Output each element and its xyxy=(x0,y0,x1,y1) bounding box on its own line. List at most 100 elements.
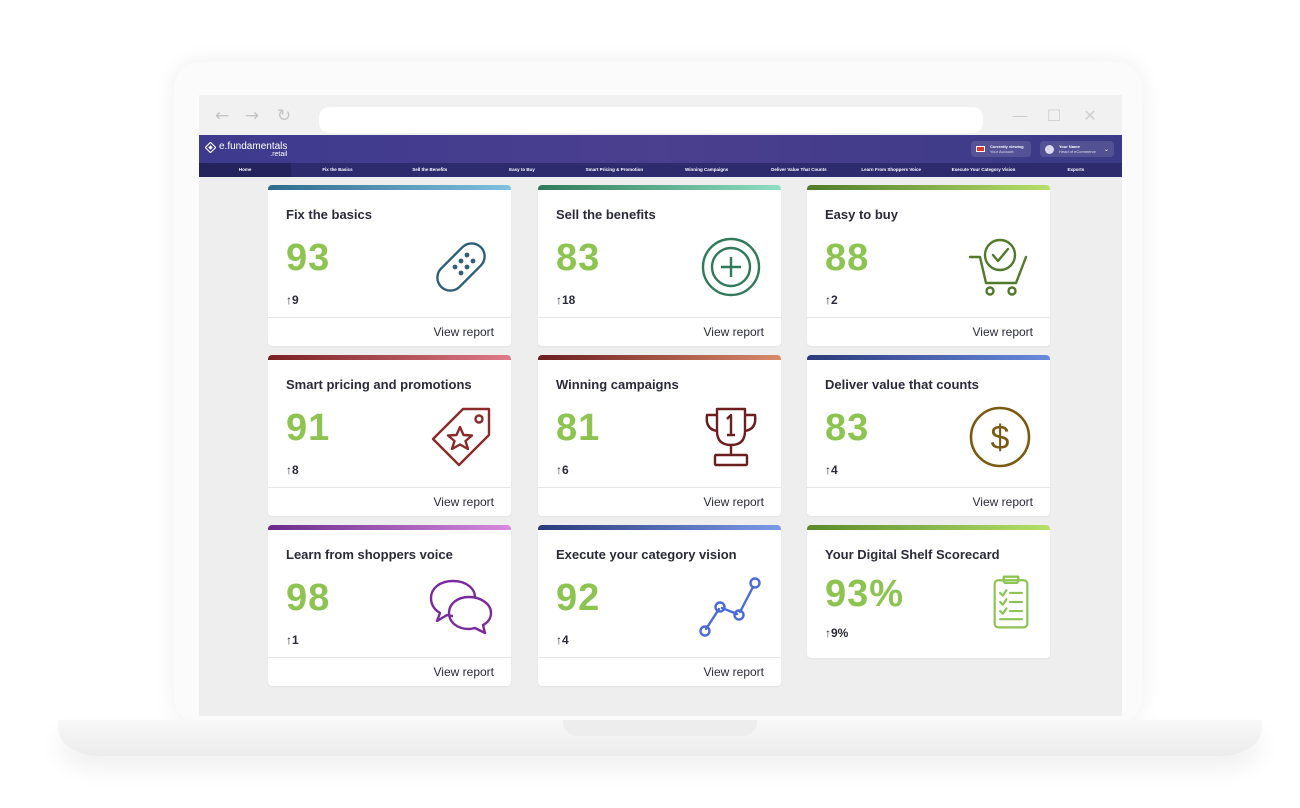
card-fix-the-basics[interactable]: Fix the basics 93 ↑9 View report xyxy=(268,185,511,346)
nav-item-sell-the-benefits[interactable]: Sell the Benefits xyxy=(412,167,448,172)
card-score: 92 xyxy=(556,577,601,619)
plus-circle-icon xyxy=(701,237,761,297)
view-report-link[interactable]: View report xyxy=(972,495,1033,509)
card-sell-the-benefits[interactable]: Sell the benefits 83 ↑18 View report xyxy=(538,185,781,346)
nav-item-easy-to-buy[interactable]: Easy to Buy xyxy=(509,167,535,172)
logo[interactable]: e.fundamentals .retail xyxy=(205,142,287,158)
card-score: 93 xyxy=(286,237,331,279)
card-delta: ↑8 xyxy=(286,463,299,477)
card-title: Sell the benefits xyxy=(556,207,656,222)
arrow-up-icon: ↑ xyxy=(556,463,562,477)
bandage-icon xyxy=(436,242,486,292)
card-footer: View report xyxy=(268,317,511,346)
card-delta: ↑18 xyxy=(556,293,576,307)
user-name: Your Name xyxy=(1059,144,1080,149)
card-deliver-value[interactable]: Deliver value that counts 83 ↑4 $ View r… xyxy=(807,355,1050,516)
nav-item-shoppers-voice[interactable]: Learn From Shoppers Voice xyxy=(861,167,922,172)
card-score: 83 xyxy=(556,237,601,279)
card-title: Your Digital Shelf Scorecard xyxy=(825,547,1000,562)
card-category-vision[interactable]: Execute your category vision 92 ↑4 View … xyxy=(538,525,781,686)
view-report-link[interactable]: View report xyxy=(703,325,764,339)
chevron-down-icon[interactable]: ⌄ xyxy=(1103,145,1109,153)
card-accent-bar xyxy=(807,525,1050,530)
card-accent-bar xyxy=(268,355,511,360)
logo-mark-icon xyxy=(205,142,216,153)
card-score: 91 xyxy=(286,407,331,449)
view-report-link[interactable]: View report xyxy=(972,325,1033,339)
maximize-icon[interactable]: ☐ xyxy=(1046,106,1062,125)
card-delta: ↑9% xyxy=(825,626,849,640)
card-score: 93% xyxy=(825,573,905,615)
nav-item-fix-the-basics[interactable]: Fix the Basics xyxy=(322,167,353,172)
trophy-icon xyxy=(705,407,757,467)
card-easy-to-buy[interactable]: Easy to buy 88 ↑2 View report xyxy=(807,185,1050,346)
card-footer: View report xyxy=(268,657,511,686)
nav-item-home[interactable]: Home xyxy=(199,163,292,177)
card-title: Smart pricing and promotions xyxy=(286,377,472,392)
card-accent-bar xyxy=(538,185,781,190)
view-report-link[interactable]: View report xyxy=(433,495,494,509)
user-menu[interactable]: Your Name Head of eCommerce ⌄ xyxy=(1040,141,1114,157)
card-accent-bar xyxy=(807,355,1050,360)
account-switcher[interactable]: Currently viewing Your Account xyxy=(971,141,1031,157)
card-title: Easy to buy xyxy=(825,207,898,222)
close-icon[interactable]: ✕ xyxy=(1083,106,1097,125)
card-footer: View report xyxy=(268,487,511,516)
card-accent-bar xyxy=(538,355,781,360)
forward-icon[interactable]: → xyxy=(244,106,260,126)
card-title: Fix the basics xyxy=(286,207,372,222)
view-report-link[interactable]: View report xyxy=(703,665,764,679)
arrow-up-icon: ↑ xyxy=(825,293,831,307)
viewing-title: Currently viewing xyxy=(990,144,1024,149)
card-delta: ↑6 xyxy=(556,463,569,477)
arrow-up-icon: ↑ xyxy=(556,633,562,647)
nav-item-smart-pricing[interactable]: Smart Pricing & Promotion xyxy=(585,167,644,172)
main-nav: Home Fix the Basics Sell the Benefits Ea… xyxy=(199,163,1122,177)
card-accent-bar xyxy=(538,525,781,530)
card-accent-bar xyxy=(807,185,1050,190)
browser-chrome: ← → ↻ — ☐ ✕ xyxy=(199,95,1122,135)
back-icon[interactable]: ← xyxy=(214,106,230,126)
uk-flag-icon xyxy=(976,146,985,152)
arrow-up-icon: ↑ xyxy=(825,463,831,477)
nav-item-category-vision[interactable]: Execute Your Category Vision xyxy=(951,167,1016,172)
nav-item-exports[interactable]: Exports xyxy=(1067,167,1085,172)
logo-sub-text: .retail xyxy=(270,151,288,158)
card-footer: View report xyxy=(807,317,1050,346)
logo-main-text: e.fundamentals xyxy=(219,141,288,152)
card-digital-shelf-scorecard[interactable]: Your Digital Shelf Scorecard 93% ↑9% xyxy=(807,525,1050,658)
card-title: Learn from shoppers voice xyxy=(286,547,453,562)
price-tag-icon xyxy=(431,407,491,467)
trend-line-icon xyxy=(699,577,761,637)
view-report-link[interactable]: View report xyxy=(703,495,764,509)
arrow-up-icon: ↑ xyxy=(286,633,292,647)
card-winning-campaigns[interactable]: Winning campaigns 81 ↑6 View report xyxy=(538,355,781,516)
card-shoppers-voice[interactable]: Learn from shoppers voice 98 ↑1 View rep… xyxy=(268,525,511,686)
laptop-notch xyxy=(563,720,757,736)
address-bar[interactable] xyxy=(319,107,983,133)
card-footer: View report xyxy=(538,657,781,686)
card-footer: View report xyxy=(538,317,781,346)
card-score: 88 xyxy=(825,237,870,279)
arrow-up-icon: ↑ xyxy=(286,463,292,477)
card-smart-pricing[interactable]: Smart pricing and promotions 91 ↑8 View … xyxy=(268,355,511,516)
nav-item-deliver-value[interactable]: Deliver Value That Counts xyxy=(771,167,827,172)
dollar-circle-icon: $ xyxy=(969,406,1031,468)
screen: ← → ↻ — ☐ ✕ e.fundamentals .retail Curre… xyxy=(199,95,1122,716)
arrow-up-icon: ↑ xyxy=(286,293,292,307)
minimize-icon[interactable]: — xyxy=(1012,106,1028,125)
svg-text:$: $ xyxy=(991,419,1010,457)
card-delta: ↑1 xyxy=(286,633,299,647)
card-score: 81 xyxy=(556,407,601,449)
card-title: Winning campaigns xyxy=(556,377,679,392)
nav-item-winning-campaigns[interactable]: Winning Campaigns xyxy=(685,167,729,172)
card-delta: ↑2 xyxy=(825,293,838,307)
view-report-link[interactable]: View report xyxy=(433,325,494,339)
reload-icon[interactable]: ↻ xyxy=(276,106,292,126)
cart-check-icon xyxy=(968,238,1028,296)
card-delta: ↑4 xyxy=(825,463,838,477)
card-footer: View report xyxy=(807,487,1050,516)
view-report-link[interactable]: View report xyxy=(433,665,494,679)
app-header: e.fundamentals .retail Currently viewing… xyxy=(199,135,1122,163)
card-title: Deliver value that counts xyxy=(825,377,979,392)
